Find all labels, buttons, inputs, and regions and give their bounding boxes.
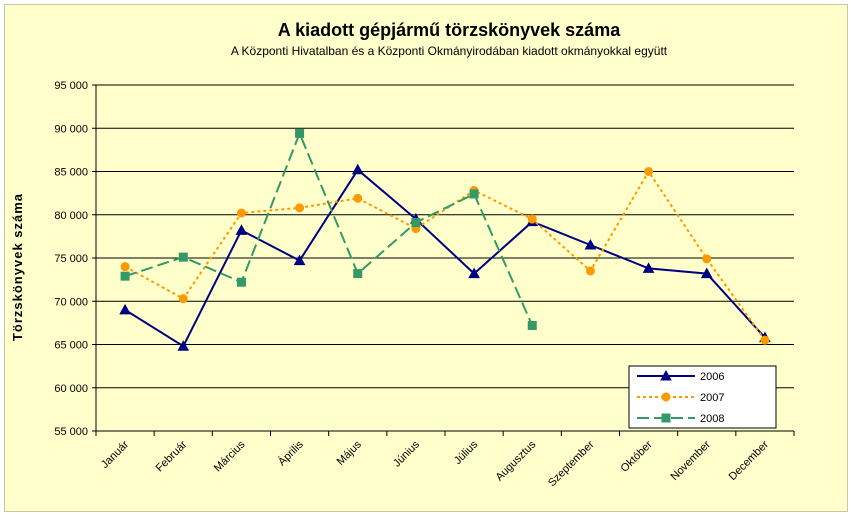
- x-tick-label: Május: [335, 438, 365, 468]
- x-tick-label: Február: [154, 438, 190, 474]
- series-line-2006: [124, 168, 766, 348]
- data-point-2007: [585, 266, 595, 276]
- data-point-2008: [178, 252, 188, 262]
- legend-label-2006: 2006: [700, 371, 724, 383]
- data-point-2007: [702, 254, 712, 264]
- data-point-2008: [236, 277, 246, 287]
- x-tick-label: Március: [212, 438, 248, 474]
- x-tick-label: Január: [99, 438, 132, 471]
- data-point-2006: [235, 224, 248, 235]
- y-tick-labels: 55 000 60 000 65 000 70 000 75 000 80 000 85 0…: [54, 80, 88, 438]
- x-tick-label: Június: [391, 438, 422, 469]
- axes: [92, 84, 795, 436]
- y-axis-label: Törzskönyvek száma: [10, 193, 25, 341]
- grid-lines: [96, 84, 794, 389]
- data-point-2008: [527, 320, 537, 330]
- y-tick-label: 65 000: [54, 340, 88, 352]
- data-point-2006: [119, 303, 131, 315]
- legend-marker-2008: [661, 413, 671, 423]
- y-tick-label: 55 000: [54, 426, 88, 438]
- data-point-2007: [236, 208, 246, 218]
- y-tick-label: 95 000: [54, 80, 88, 92]
- x-tick-label: Szeptember: [546, 438, 597, 489]
- x-tick-label: Április: [275, 438, 306, 469]
- data-point-2006: [351, 163, 364, 175]
- chart-title: A kiadott gépjármű törzskönyvek száma: [278, 20, 621, 40]
- legend-marker-2006: [660, 369, 672, 381]
- data-point-2006: [177, 340, 190, 351]
- legend-label-2007: 2007: [700, 392, 724, 404]
- y-tick-label: 75 000: [54, 253, 88, 265]
- legend-label-2008: 2008: [700, 413, 724, 425]
- data-point-2006: [700, 267, 713, 279]
- data-point-2008: [469, 189, 479, 199]
- data-point-2006: [642, 262, 655, 273]
- data-point-2007: [120, 262, 130, 272]
- y-tick-label: 80 000: [54, 210, 88, 222]
- x-tick-label: Július: [452, 438, 481, 467]
- data-point-2006: [584, 238, 597, 250]
- data-point-2007: [353, 193, 363, 203]
- y-tick-label: 70 000: [54, 296, 88, 308]
- data-point-2008: [295, 128, 305, 138]
- data-point-2008: [353, 269, 363, 279]
- data-point-2007: [760, 335, 770, 345]
- y-tick-label: 90 000: [54, 123, 88, 135]
- x-tick-label: Augusztus: [494, 438, 539, 483]
- x-tick-label: November: [669, 438, 714, 483]
- legend: 2006 2007 2008: [628, 365, 777, 429]
- data-point-2007: [178, 294, 188, 304]
- data-point-2006: [293, 254, 306, 266]
- x-tick-labels: Január Február Március Április Május Június Jú…: [99, 438, 771, 489]
- y-tick-label: 85 000: [54, 167, 88, 179]
- chart-subtitle: A Központi Hivatalban és a Központi Okmá…: [231, 44, 668, 58]
- series-lines: [119, 128, 771, 351]
- series-line-2007: [124, 169, 766, 341]
- data-point-2007: [644, 167, 654, 176]
- series-line-2008: [124, 130, 534, 326]
- data-point-2007: [527, 214, 537, 224]
- data-point-2008: [120, 271, 130, 281]
- series-2008: [120, 128, 537, 330]
- data-point-2006: [468, 267, 480, 279]
- x-tick-label: Október: [619, 438, 655, 474]
- x-tick-label: December: [727, 438, 772, 483]
- data-point-2007: [295, 203, 305, 213]
- y-tick-label: 60 000: [54, 383, 88, 395]
- data-point-2008: [411, 218, 421, 228]
- legend-marker-2007: [661, 392, 671, 402]
